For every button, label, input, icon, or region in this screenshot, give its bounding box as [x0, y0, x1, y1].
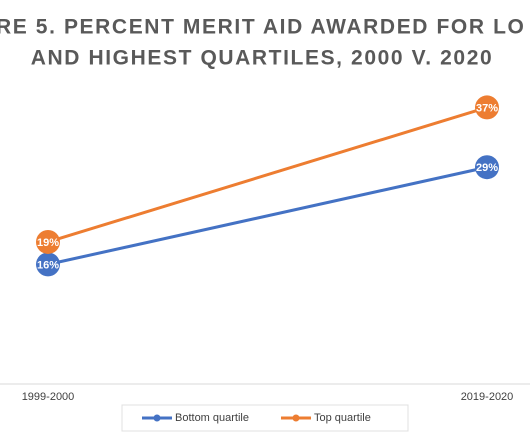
value-label: 29%: [476, 162, 498, 174]
legend-marker: [153, 414, 161, 422]
legend-label: Top quartile: [314, 412, 371, 424]
series-line: [47, 165, 488, 266]
marker: [475, 95, 499, 120]
x-tick-label: 2019-2020: [461, 391, 514, 403]
value-label: 37%: [476, 102, 498, 114]
value-label: 16%: [37, 259, 59, 271]
legend-marker: [292, 414, 300, 422]
value-label: 19%: [37, 237, 59, 249]
marker: [36, 229, 60, 254]
marker: [475, 155, 499, 180]
x-tick-label: 1999-2000: [22, 391, 75, 403]
legend-label: Bottom quartile: [175, 412, 249, 424]
series-line: [47, 105, 488, 244]
marker: [36, 252, 60, 277]
chart-title: RE 5. PERCENT MERIT AID AWARDED FOR LO: [0, 16, 525, 39]
chart-title: AND HIGHEST QUARTILES, 2000 V. 2020: [31, 47, 494, 70]
